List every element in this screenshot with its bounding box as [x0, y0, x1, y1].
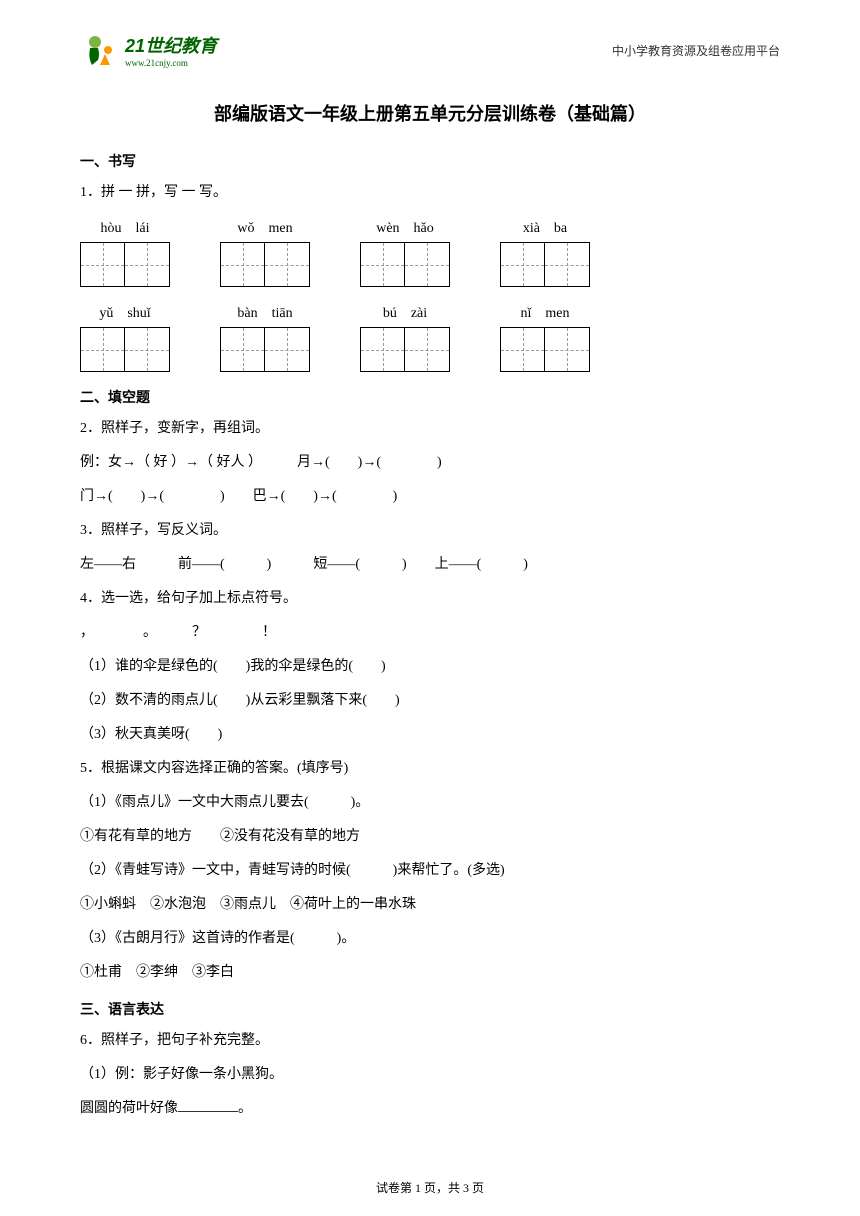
- writing-box-pair: [360, 242, 450, 287]
- question-5: 5．根据课文内容选择正确的答案。(填序号): [80, 755, 780, 783]
- question-6: 6．照样子，把句子补充完整。: [80, 1027, 780, 1055]
- fill-blank: [178, 1098, 238, 1112]
- question-5-opt3: ①杜甫 ②李绅 ③李白: [80, 959, 780, 987]
- writing-box-pair: [220, 327, 310, 372]
- question-2-line1: 例：女→（ 好 ）→（ 好人 ） 月→( )→( ): [80, 449, 780, 477]
- tianzi-box: [545, 242, 590, 287]
- question-6-line1: 圆圆的荷叶好像 。: [80, 1095, 780, 1123]
- question-6-sub1: （1）例：影子好像一条小黑狗。: [80, 1061, 780, 1089]
- tianzi-box: [265, 327, 310, 372]
- question-5-sub3: （3）《古朗月行》这首诗的作者是( )。: [80, 925, 780, 953]
- writing-box-pair: [80, 242, 170, 287]
- writing-box-pair: [80, 327, 170, 372]
- logo-main-text: 21世纪教育: [125, 32, 217, 58]
- writing-box-pair: [360, 327, 450, 372]
- writing-box-pair: [220, 242, 310, 287]
- question-5-opt2: ①小蝌蚪 ②水泡泡 ③雨点儿 ④荷叶上的一串水珠: [80, 891, 780, 919]
- tianzi-box: [220, 242, 265, 287]
- question-4-sub2: （2）数不清的雨点儿( )从云彩里飘落下来( ): [80, 687, 780, 715]
- tianzi-box: [220, 327, 265, 372]
- question-5-sub1: （1）《雨点儿》一文中大雨点儿要去( )。: [80, 789, 780, 817]
- question-4-sub3: （3）秋天真美呀( ): [80, 721, 780, 749]
- pinyin-label: bàn tiān: [220, 302, 310, 322]
- question-5-opt1: ①有花有草的地方 ②没有花没有草的地方: [80, 823, 780, 851]
- section-1-heading: 一、书写: [80, 151, 780, 171]
- writing-boxes-row-2: [80, 327, 780, 372]
- tianzi-box: [265, 242, 310, 287]
- logo: 21世纪教育 www.21cnjy.com: [80, 30, 217, 70]
- question-6-suffix: 。: [238, 1101, 252, 1116]
- pinyin-row-2: yǔ shuǐ bàn tiān bú zài nǐ men: [80, 302, 780, 322]
- section-2-heading: 二、填空题: [80, 387, 780, 407]
- tianzi-box: [80, 327, 125, 372]
- header-right-text: 中小学教育资源及组卷应用平台: [612, 42, 780, 59]
- tianzi-box: [80, 242, 125, 287]
- logo-url-text: www.21cnjy.com: [125, 58, 217, 68]
- page-header: 21世纪教育 www.21cnjy.com 中小学教育资源及组卷应用平台: [80, 30, 780, 70]
- pinyin-label: yǔ shuǐ: [80, 302, 170, 322]
- tianzi-box: [125, 327, 170, 372]
- tianzi-box: [360, 327, 405, 372]
- question-5-sub2: （2）《青蛙写诗》一文中，青蛙写诗的时候( )来帮忙了。(多选): [80, 857, 780, 885]
- tianzi-box: [405, 327, 450, 372]
- pinyin-label: wèn hǎo: [360, 217, 450, 237]
- section-3-heading: 三、语言表达: [80, 999, 780, 1019]
- question-6-prefix: 圆圆的荷叶好像: [80, 1101, 178, 1116]
- writing-box-pair: [500, 327, 590, 372]
- tianzi-box: [360, 242, 405, 287]
- question-4-punct: ， 。 ？ ！: [80, 619, 780, 647]
- question-4: 4．选一选，给句子加上标点符号。: [80, 585, 780, 613]
- pinyin-label: bú zài: [360, 302, 450, 322]
- pinyin-label: xià ba: [500, 217, 590, 237]
- question-1: 1．拼 一 拼，写 一 写。: [80, 179, 780, 207]
- question-2: 2．照样子，变新字，再组词。: [80, 415, 780, 443]
- page-footer: 试卷第 1 页，共 3 页: [0, 1179, 860, 1196]
- pinyin-label: wǒ men: [220, 217, 310, 237]
- logo-text: 21世纪教育 www.21cnjy.com: [125, 32, 217, 68]
- pinyin-label: hòu lái: [80, 217, 170, 237]
- document-title: 部编版语文一年级上册第五单元分层训练卷（基础篇）: [80, 100, 780, 126]
- writing-boxes-row-1: [80, 242, 780, 287]
- tianzi-box: [405, 242, 450, 287]
- writing-box-pair: [500, 242, 590, 287]
- question-3-line1: 左——右 前——( ) 短——( ) 上——( ): [80, 551, 780, 579]
- question-3: 3．照样子，写反义词。: [80, 517, 780, 545]
- pinyin-label: nǐ men: [500, 302, 590, 322]
- tianzi-box: [545, 327, 590, 372]
- question-2-line2: 门→( )→( ) 巴→( )→( ): [80, 483, 780, 511]
- tianzi-box: [500, 327, 545, 372]
- pinyin-row-1: hòu lái wǒ men wèn hǎo xià ba: [80, 217, 780, 237]
- logo-icon: [80, 30, 120, 70]
- question-4-sub1: （1）谁的伞是绿色的( )我的伞是绿色的( ): [80, 653, 780, 681]
- tianzi-box: [500, 242, 545, 287]
- tianzi-box: [125, 242, 170, 287]
